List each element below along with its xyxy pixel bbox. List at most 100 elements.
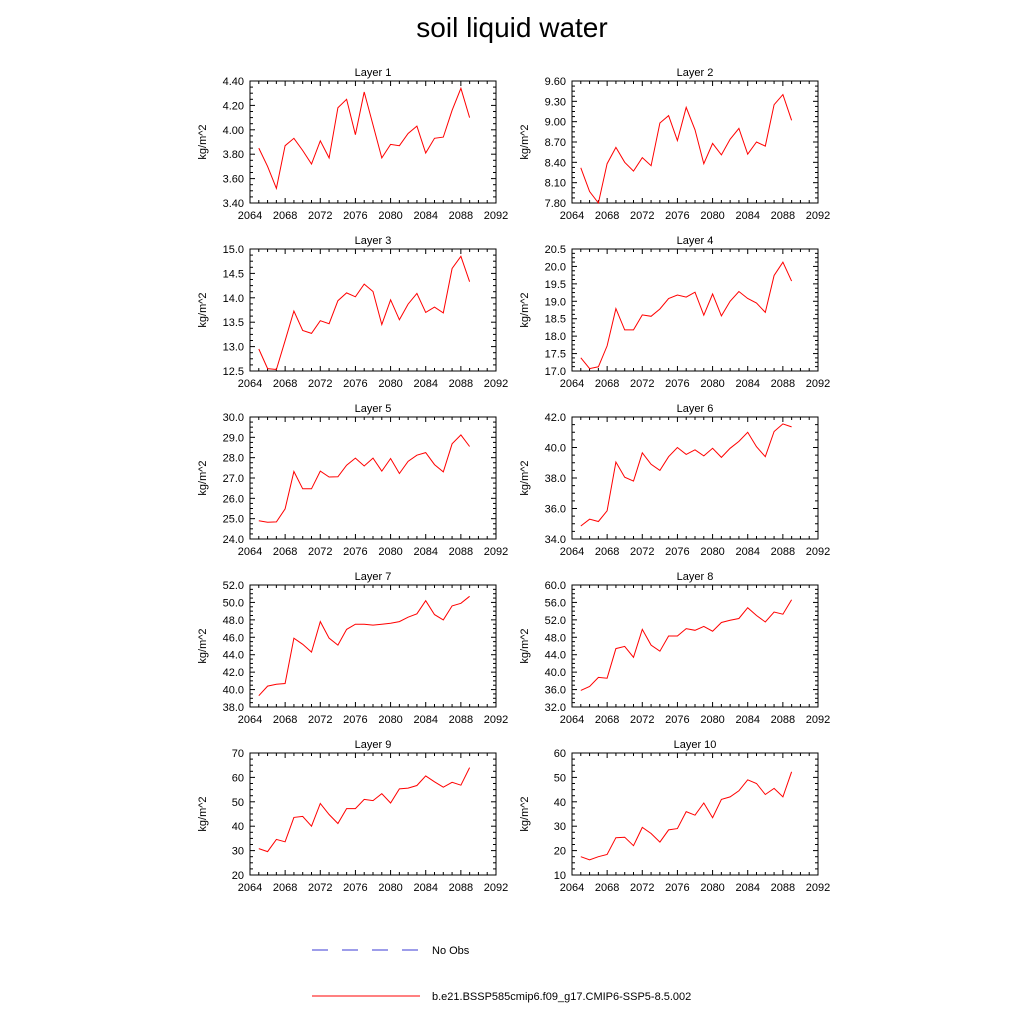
x-tick-label: 2072 <box>630 378 654 390</box>
y-tick-label: 44.0 <box>545 650 566 662</box>
series-line <box>580 93 793 205</box>
panel-title: Layer 7 <box>355 571 392 583</box>
y-tick-label: 3.40 <box>223 198 244 210</box>
series-line <box>258 255 471 371</box>
y-tick-label: 32.0 <box>545 702 566 714</box>
x-tick-label: 2076 <box>343 378 367 390</box>
series-line <box>580 261 793 370</box>
y-tick-label: 50 <box>232 797 244 809</box>
y-tick-label: 30.0 <box>223 412 244 424</box>
plot-frame <box>571 416 819 540</box>
x-tick-label: 2076 <box>665 714 689 726</box>
y-axis-label: kg/m^2 <box>197 460 209 495</box>
y-axis-label: kg/m^2 <box>197 796 209 831</box>
y-tick-label: 4.00 <box>223 125 244 137</box>
series-line <box>580 771 793 861</box>
series-line <box>258 595 470 697</box>
y-tick-label: 17.0 <box>545 366 566 378</box>
panel-title: Layer 6 <box>677 403 714 415</box>
x-tick-label: 2080 <box>378 378 402 390</box>
y-tick-label: 14.5 <box>223 268 244 280</box>
x-tick-label: 2080 <box>700 546 724 558</box>
series-line <box>258 86 471 191</box>
x-tick-label: 2084 <box>413 882 437 894</box>
x-tick-label: 2092 <box>484 378 508 390</box>
x-tick-label: 2080 <box>700 378 724 390</box>
x-tick-label: 2068 <box>595 714 619 726</box>
y-tick-label: 70 <box>232 748 244 760</box>
legend-obs-label: No Obs <box>432 945 470 957</box>
x-tick-label: 2068 <box>273 378 297 390</box>
y-tick-label: 50 <box>554 772 566 784</box>
panel-10: Layer 10 kg/m^2 2064 2068 2072 2076 2080 2084 20… <box>519 739 830 894</box>
panel-7: Layer 7 kg/m^2 2064 2068 2072 2076 2080 2084 208… <box>197 571 508 726</box>
x-tick-label: 2080 <box>378 714 402 726</box>
y-tick-label: 42.0 <box>545 412 566 424</box>
x-tick-label: 2068 <box>595 378 619 390</box>
y-tick-label: 36.0 <box>545 685 566 697</box>
x-tick-label: 2092 <box>484 546 508 558</box>
x-tick-label: 2072 <box>308 546 332 558</box>
y-tick-label: 20 <box>232 870 244 882</box>
plot-frame <box>571 248 819 372</box>
panel-5: Layer 5 kg/m^2 2064 2068 2072 2076 2080 2084 208… <box>197 403 508 558</box>
y-tick-label: 15.0 <box>223 244 244 256</box>
x-tick-label: 2088 <box>771 714 795 726</box>
y-tick-label: 60.0 <box>545 580 566 592</box>
x-tick-label: 2076 <box>343 714 367 726</box>
legend: No Obs b.e21.BSSP585cmip6.f09_g17.CMIP6-… <box>312 945 691 1003</box>
x-tick-label: 2072 <box>308 210 332 222</box>
y-tick-label: 20.0 <box>545 261 566 273</box>
y-tick-label: 27.0 <box>223 473 244 485</box>
y-tick-label: 7.80 <box>545 198 566 210</box>
y-tick-label: 20.5 <box>545 244 566 256</box>
x-tick-label: 2092 <box>806 378 830 390</box>
panel-3: Layer 3 kg/m^2 2064 2068 2072 2076 2080 2084 208… <box>197 235 508 390</box>
plot-frame <box>249 80 497 204</box>
x-tick-label: 2072 <box>630 210 654 222</box>
x-tick-label: 2068 <box>273 714 297 726</box>
panel-title: Layer 1 <box>355 67 392 79</box>
x-tick-label: 2088 <box>449 210 473 222</box>
x-tick-label: 2084 <box>413 546 437 558</box>
y-tick-label: 9.60 <box>545 76 566 88</box>
x-tick-label: 2064 <box>560 546 584 558</box>
x-tick-label: 2076 <box>343 882 367 894</box>
y-tick-label: 34.0 <box>545 534 566 546</box>
x-tick-label: 2080 <box>700 882 724 894</box>
y-tick-label: 20 <box>554 846 566 858</box>
y-tick-label: 9.30 <box>545 96 566 108</box>
x-tick-label: 2080 <box>378 210 402 222</box>
y-tick-label: 14.0 <box>223 293 244 305</box>
y-tick-label: 46.0 <box>223 632 244 644</box>
x-tick-label: 2076 <box>343 210 367 222</box>
y-tick-label: 44.0 <box>223 650 244 662</box>
panel-title: Layer 9 <box>355 739 392 751</box>
x-tick-label: 2084 <box>413 378 437 390</box>
y-tick-label: 8.40 <box>545 157 566 169</box>
y-tick-label: 40.0 <box>545 443 566 455</box>
series-line <box>580 423 792 527</box>
y-tick-label: 4.40 <box>223 76 244 88</box>
y-tick-label: 19.0 <box>545 296 566 308</box>
x-tick-label: 2076 <box>343 546 367 558</box>
x-tick-label: 2088 <box>771 546 795 558</box>
y-tick-label: 40 <box>232 821 244 833</box>
y-axis-label: kg/m^2 <box>197 628 209 663</box>
plot-frame <box>571 584 819 708</box>
panel-6: Layer 6 kg/m^2 2064 2068 2072 2076 2080 2084 208… <box>519 403 830 558</box>
y-tick-label: 12.5 <box>223 366 244 378</box>
series-line <box>258 434 471 523</box>
plot-frame <box>249 584 497 708</box>
x-tick-label: 2092 <box>484 210 508 222</box>
y-tick-label: 26.0 <box>223 493 244 505</box>
x-tick-label: 2068 <box>595 546 619 558</box>
x-tick-label: 2064 <box>560 378 584 390</box>
x-tick-label: 2068 <box>595 882 619 894</box>
x-tick-label: 2080 <box>378 546 402 558</box>
x-tick-label: 2092 <box>484 714 508 726</box>
y-tick-label: 9.00 <box>545 117 566 129</box>
y-tick-label: 60 <box>232 772 244 784</box>
x-tick-label: 2064 <box>238 210 262 222</box>
y-tick-label: 8.10 <box>545 178 566 190</box>
